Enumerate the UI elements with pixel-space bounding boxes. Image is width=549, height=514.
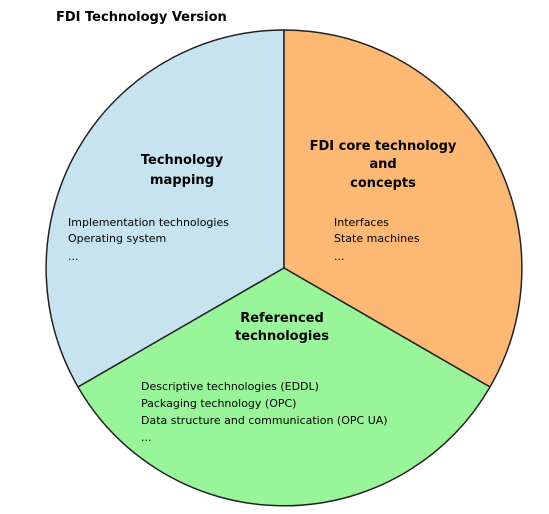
technology-mapping-heading-line-1: Technology [141,153,224,168]
technology-mapping-item: ... [68,250,79,263]
segment-referenced-technologies [76,267,492,507]
core-technology-heading-line-2: and [369,157,396,172]
referenced-technologies-heading-line-1: Referenced [240,311,324,326]
core-technology-heading-line-3: concepts [350,176,416,191]
referenced-technologies-item: ... [141,431,152,444]
core-technology-heading-line-1: FDI core technology [310,139,457,154]
segment-core-technology [283,29,523,389]
referenced-technologies-item: Data structure and communication (OPC UA… [141,414,388,427]
technology-mapping-heading-line-2: mapping [150,173,214,188]
core-technology-item: Interfaces [334,216,389,229]
referenced-technologies-item: Descriptive technologies (EDDL) [141,380,319,393]
core-technology-item: State machines [334,232,420,245]
technology-mapping-item: Implementation technologies [68,216,229,229]
core-technology-item: ... [334,250,345,263]
segment-technology-mapping [45,29,285,389]
referenced-technologies-item: Packaging technology (OPC) [141,397,296,410]
diagram-title: FDI Technology Version [56,10,227,25]
referenced-technologies-heading-line-2: technologies [235,329,329,344]
technology-mapping-item: Operating system [68,232,166,245]
